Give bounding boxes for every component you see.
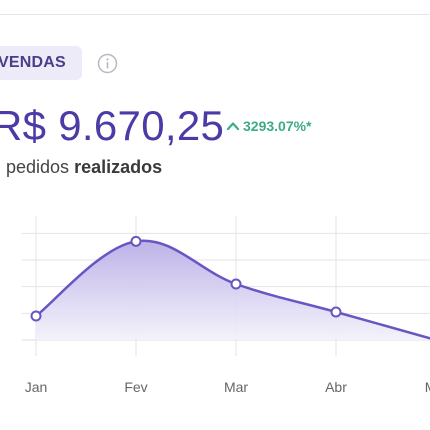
orders-subtitle: pedidos realizados [6,157,162,178]
top-divider [0,14,430,15]
sales-badge-label: VENDAS [0,54,66,71]
x-tick-label: Mar [224,379,248,395]
total-sales-value: R$ 9.670,25 [0,102,225,149]
growth-percent: 3293.07%* [243,118,312,134]
growth-indicator: 3293.07%* [226,118,312,134]
x-tick-label: Fev [124,379,147,395]
data-point [330,306,342,318]
info-icon[interactable] [97,53,118,74]
sales-area-chart: Jan Fev Mar Abr Mai [22,216,430,395]
data-point [30,310,42,322]
x-tick-label: Mai [425,379,430,395]
x-tick-label: Abr [325,379,347,395]
chevron-up-icon [226,122,240,131]
data-point [230,278,242,290]
orders-text: pedidos [6,157,70,177]
orders-strong-text: realizados [74,157,163,177]
x-tick-label: Jan [25,379,48,395]
data-point [130,235,142,247]
sales-badge[interactable]: VENDAS [0,46,82,80]
series-area [36,240,430,340]
